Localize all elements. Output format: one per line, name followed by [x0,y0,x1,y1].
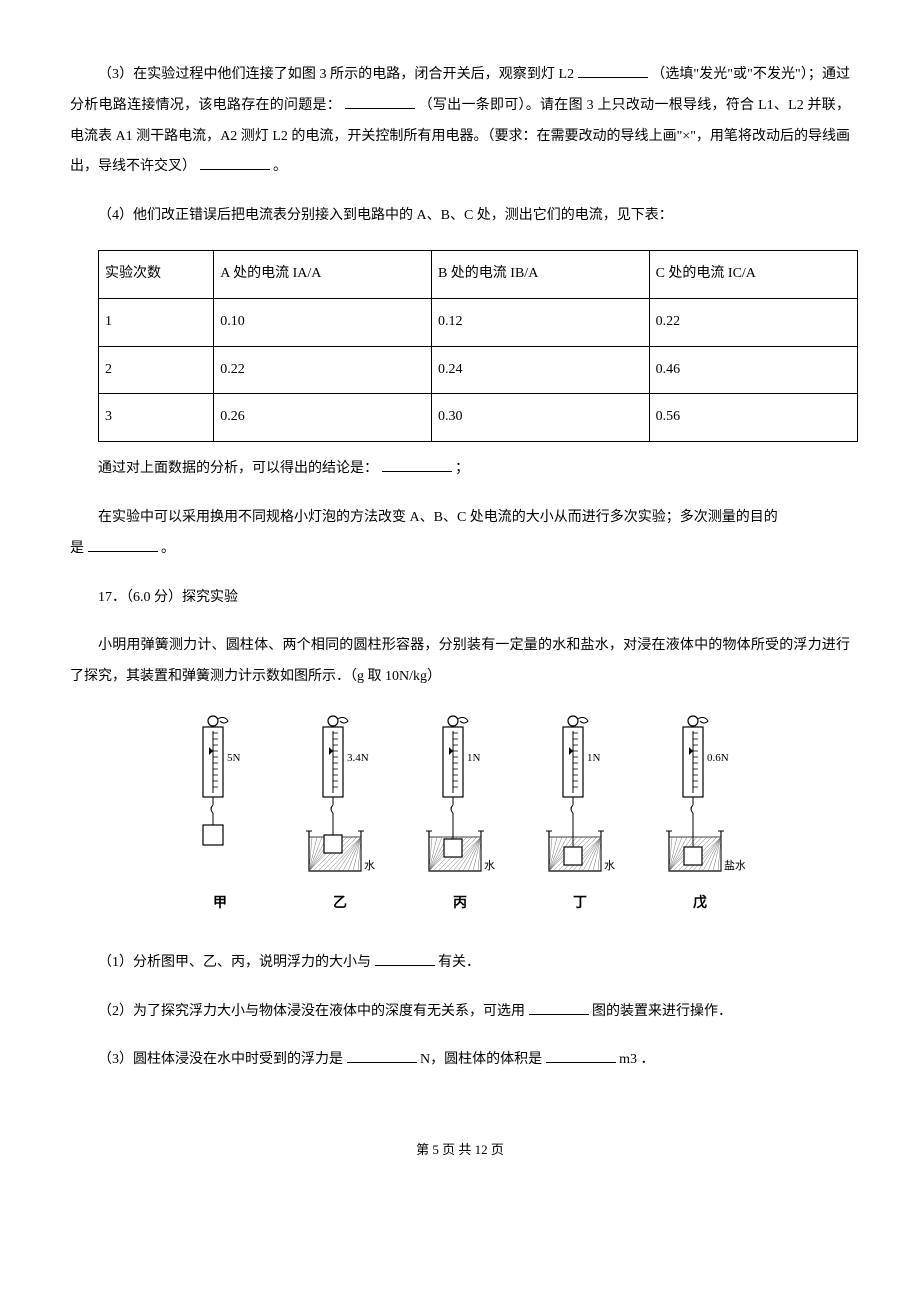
multi-blank[interactable] [88,537,158,552]
page-footer: 第 5 页 共 12 页 [70,1136,850,1165]
q17-3-blank-2[interactable] [546,1048,616,1063]
svg-text:3.4N: 3.4N [347,752,369,764]
th-trial: 实验次数 [99,250,214,298]
q3-text-1: （3）在实验过程中他们连接了如图 3 所示的电路，闭合开关后，观察到灯 L2 [98,67,574,82]
table-row: 3 0.26 0.30 0.56 [99,394,858,442]
svg-text:水: 水 [484,859,495,872]
svg-text:盐水: 盐水 [724,859,745,872]
th-ib: B 处的电流 IB/A [431,250,649,298]
q3-blank-1[interactable] [578,63,648,78]
q17-2-blank[interactable] [529,1000,589,1015]
figure-label: 甲 [213,889,227,920]
q17-2: （2）为了探究浮力大小与物体浸没在液体中的深度有无关系，可选用 图的装置来进行操… [70,997,850,1028]
question-3: （3）在实验过程中他们连接了如图 3 所示的电路，闭合开关后，观察到灯 L2 （… [70,60,850,183]
multi-measure-line2: 是 。 [70,534,850,565]
q3-text-4: 。 [273,159,287,174]
table-header-row: 实验次数 A 处的电流 IA/A B 处的电流 IB/A C 处的电流 IC/A [99,250,858,298]
spring-scale-icon: 5N [175,713,265,883]
table-row: 1 0.10 0.12 0.22 [99,298,858,346]
spring-scale-icon: 1N 水 [535,713,625,883]
svg-text:0.6N: 0.6N [707,752,729,764]
svg-text:水: 水 [364,859,375,872]
figure-乙: 3.4N 水乙 [295,713,385,920]
conclusion-line: 通过对上面数据的分析，可以得出的结论是： ； [70,454,850,485]
spring-scale-icon: 1N 水 [415,713,505,883]
figure-label: 戊 [693,889,707,920]
figure-丁: 1N 水丁 [535,713,625,920]
th-ic: C 处的电流 IC/A [649,250,857,298]
figure-label: 乙 [333,889,347,920]
table-row: 2 0.22 0.24 0.46 [99,346,858,394]
figure-label: 丁 [573,889,587,920]
q17-1-blank[interactable] [375,951,435,966]
svg-text:5N: 5N [227,752,241,764]
q17-3: （3）圆柱体浸没在水中时受到的浮力是 N，圆柱体的体积是 m3 ． [70,1045,850,1076]
svg-text:水: 水 [604,859,615,872]
svg-text:1N: 1N [587,752,601,764]
figure-甲: 5N 甲 [175,713,265,920]
spring-scale-icon: 0.6N 盐水 [655,713,745,883]
q3-blank-3[interactable] [200,155,270,170]
conclusion-blank[interactable] [382,457,452,472]
figure-戊: 0.6N 盐水戊 [655,713,745,920]
current-data-table: 实验次数 A 处的电流 IA/A B 处的电流 IB/A C 处的电流 IC/A… [98,250,858,442]
th-ia: A 处的电流 IA/A [214,250,432,298]
q17-header: 17．（6.0 分）探究实验 [70,583,850,614]
question-4-intro: （4）他们改正错误后把电流表分别接入到电路中的 A、B、C 处，测出它们的电流，… [70,201,850,232]
q17-3-blank-1[interactable] [347,1048,417,1063]
q17-1: （1）分析图甲、乙、丙，说明浮力的大小与 有关． [70,948,850,979]
spring-scale-icon: 3.4N 水 [295,713,385,883]
svg-text:1N: 1N [467,752,481,764]
multi-measure-line1: 在实验中可以采用换用不同规格小灯泡的方法改变 A、B、C 处电流的大小从而进行多… [70,503,850,534]
figure-row: 5N 甲 3.4N 水乙 1N 水丙 1N 水丁 0.6N 盐水戊 [70,713,850,920]
q3-blank-2[interactable] [345,94,415,109]
q17-intro: 小明用弹簧测力计、圆柱体、两个相同的圆柱形容器，分别装有一定量的水和盐水，对浸在… [70,631,850,693]
figure-丙: 1N 水丙 [415,713,505,920]
figure-label: 丙 [453,889,467,920]
